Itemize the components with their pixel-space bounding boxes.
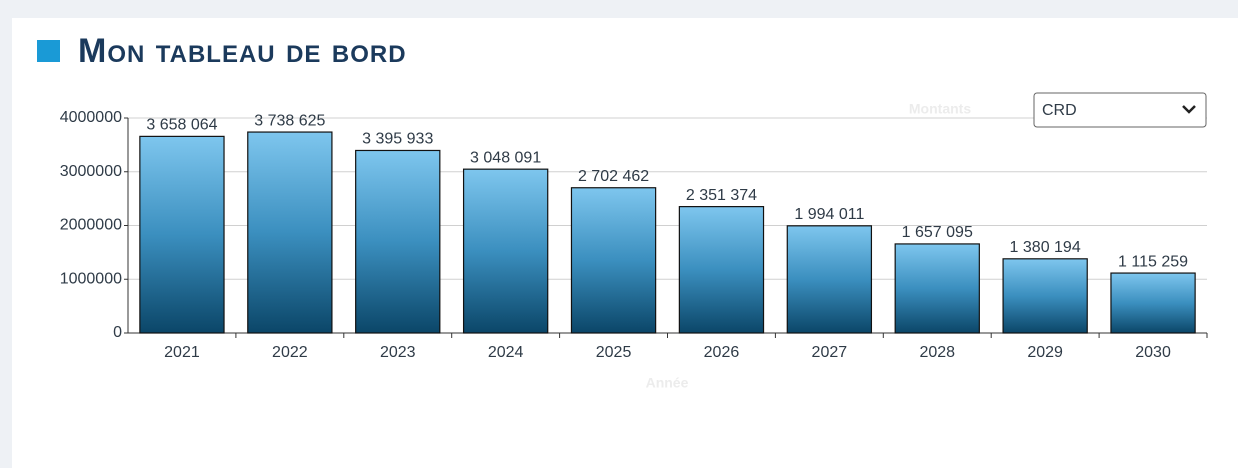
bar — [894, 243, 980, 334]
bar — [139, 135, 225, 334]
y-tick-label: 2000000 — [60, 217, 122, 234]
dropdown-chevron[interactable] — [1182, 105, 1196, 114]
x-tick-label: 2022 — [272, 344, 308, 361]
bar — [1110, 272, 1196, 334]
value-label: 3 395 933 — [362, 131, 433, 148]
value-label: 3 658 064 — [146, 117, 217, 134]
y-axis-label: Montants — [909, 101, 971, 117]
x-tick-label: 2029 — [1027, 344, 1063, 361]
value-label: 1 115 259 — [1118, 253, 1188, 270]
x-axis-label: Année — [646, 375, 689, 391]
dropdown-box[interactable] — [1033, 92, 1207, 128]
dropdown[interactable]: CRD — [1033, 92, 1207, 128]
bar — [355, 149, 441, 334]
bar — [678, 206, 765, 334]
value-label: 2 351 374 — [686, 187, 757, 204]
x-tick-label: 2024 — [488, 344, 524, 361]
bar — [786, 225, 873, 334]
bar — [247, 131, 333, 334]
x-tick-label: 2021 — [164, 344, 200, 361]
y-tick-label: 4000000 — [60, 109, 122, 126]
value-label: 2 702 462 — [578, 168, 649, 185]
value-label: 3 048 091 — [470, 149, 541, 166]
bar — [462, 168, 549, 334]
y-tick-label: 1000000 — [60, 270, 122, 287]
value-label: 1 657 095 — [902, 224, 973, 241]
y-tick-label: 3000000 — [60, 163, 122, 180]
x-tick-label: 2025 — [596, 344, 632, 361]
value-label: 3 738 625 — [254, 112, 325, 129]
x-tick-label: 2027 — [812, 344, 848, 361]
title-icon — [37, 40, 60, 62]
page-title: Mon tableau de bord — [78, 32, 407, 70]
bar — [570, 187, 657, 334]
x-tick-label: 2028 — [919, 344, 955, 361]
value-label: 1 994 011 — [794, 206, 864, 223]
dropdown-value[interactable]: CRD — [1042, 102, 1077, 119]
value-label: 1 380 194 — [1010, 239, 1081, 256]
bar — [1002, 258, 1088, 334]
x-tick-label: 2026 — [704, 344, 740, 361]
x-tick-label: 2030 — [1135, 344, 1171, 361]
y-tick-label: 0 — [113, 324, 122, 341]
x-tick-label: 2023 — [380, 344, 416, 361]
